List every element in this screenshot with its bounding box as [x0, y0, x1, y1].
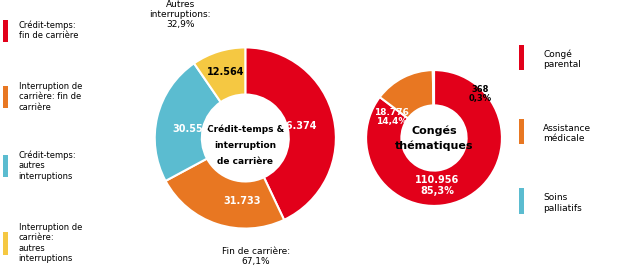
Text: de carrière: de carrière	[217, 157, 274, 166]
Wedge shape	[433, 70, 434, 105]
Text: 18.776: 18.776	[374, 108, 409, 117]
Text: 56.374: 56.374	[279, 121, 316, 131]
Wedge shape	[194, 47, 245, 102]
Text: Congé
parental: Congé parental	[543, 49, 581, 69]
Text: Congés: Congés	[411, 126, 457, 136]
Text: 12.564: 12.564	[207, 67, 244, 77]
Text: Interruption de
carrière: fin de
carrière: Interruption de carrière: fin de carrièr…	[19, 82, 82, 112]
Bar	[519, 45, 524, 70]
Text: 368: 368	[472, 84, 489, 94]
Text: 30.552: 30.552	[172, 124, 209, 134]
Text: Crédit-temps &: Crédit-temps &	[206, 124, 284, 134]
Text: 110.956: 110.956	[415, 175, 460, 185]
Text: 85,3%: 85,3%	[420, 186, 454, 196]
Bar	[4, 86, 8, 108]
Text: 0,3%: 0,3%	[469, 94, 492, 103]
Text: thématiques: thématiques	[395, 141, 473, 152]
Bar	[519, 119, 524, 144]
Bar	[4, 232, 8, 254]
Text: Crédit-temps:
autres
interruptions: Crédit-temps: autres interruptions	[19, 150, 76, 181]
Text: Interruption de
carrière:
autres
interruptions: Interruption de carrière: autres interru…	[19, 223, 82, 263]
Wedge shape	[366, 70, 502, 206]
Text: Fin de carrière:
67,1%: Fin de carrière: 67,1%	[222, 247, 290, 266]
Wedge shape	[165, 159, 284, 229]
Text: Soins
palliatifs: Soins palliatifs	[543, 193, 582, 213]
Bar	[4, 20, 8, 42]
Wedge shape	[245, 47, 336, 220]
Text: 31.733: 31.733	[224, 197, 261, 206]
Text: Crédit-temps:
fin de carrière: Crédit-temps: fin de carrière	[19, 20, 78, 40]
Bar	[4, 155, 8, 177]
Wedge shape	[380, 70, 433, 118]
Text: Autres
interruptions:
32,9%: Autres interruptions: 32,9%	[149, 0, 211, 29]
Text: 14,4%: 14,4%	[376, 117, 408, 126]
Wedge shape	[155, 63, 221, 181]
Text: Assistance
médicale: Assistance médicale	[543, 124, 591, 143]
Bar	[519, 189, 524, 214]
Text: interruption: interruption	[214, 141, 276, 150]
